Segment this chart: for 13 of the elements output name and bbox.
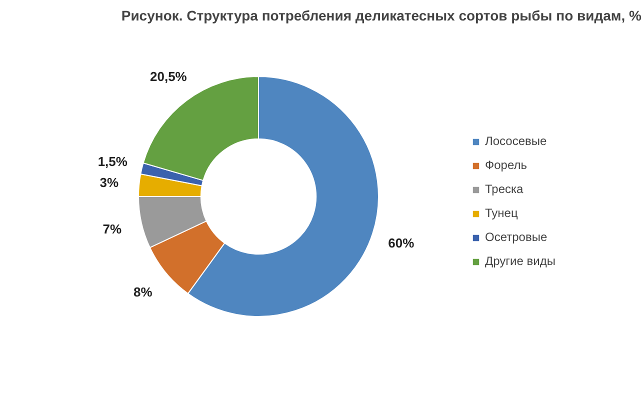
legend-label: Тунец: [485, 205, 518, 222]
data-label: 8%: [134, 284, 153, 300]
legend-label: Другие виды: [485, 253, 556, 270]
legend-label: Треска: [485, 181, 524, 198]
chart-title: Рисунок. Структура потребления деликатесных сортов рыбы по видам, %: [121, 8, 642, 24]
data-label: 3%: [100, 174, 119, 190]
data-label: 60%: [388, 235, 415, 250]
legend-label: Лососевые: [485, 133, 547, 150]
data-label: 1,5%: [98, 154, 128, 169]
data-label: 7%: [102, 222, 122, 237]
legend-label: Осетровые: [485, 229, 548, 246]
data-label: 20,5%: [150, 69, 188, 84]
legend-label: Форель: [485, 157, 527, 174]
